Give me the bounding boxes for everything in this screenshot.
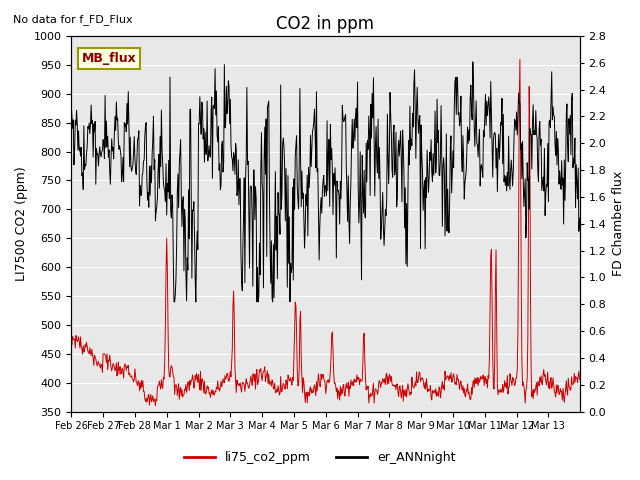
Legend: li75_co2_ppm, er_ANNnight: li75_co2_ppm, er_ANNnight	[179, 446, 461, 469]
Y-axis label: LI7500 CO2 (ppm): LI7500 CO2 (ppm)	[15, 167, 28, 281]
Title: CO2 in ppm: CO2 in ppm	[276, 15, 374, 33]
Text: MB_flux: MB_flux	[81, 52, 136, 65]
Text: No data for f_FD_Flux: No data for f_FD_Flux	[13, 14, 132, 25]
Y-axis label: FD Chamber flux: FD Chamber flux	[612, 171, 625, 276]
